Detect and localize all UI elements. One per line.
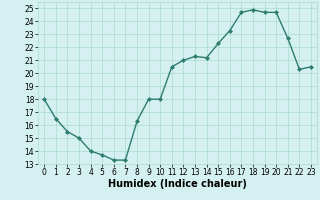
X-axis label: Humidex (Indice chaleur): Humidex (Indice chaleur) <box>108 179 247 189</box>
